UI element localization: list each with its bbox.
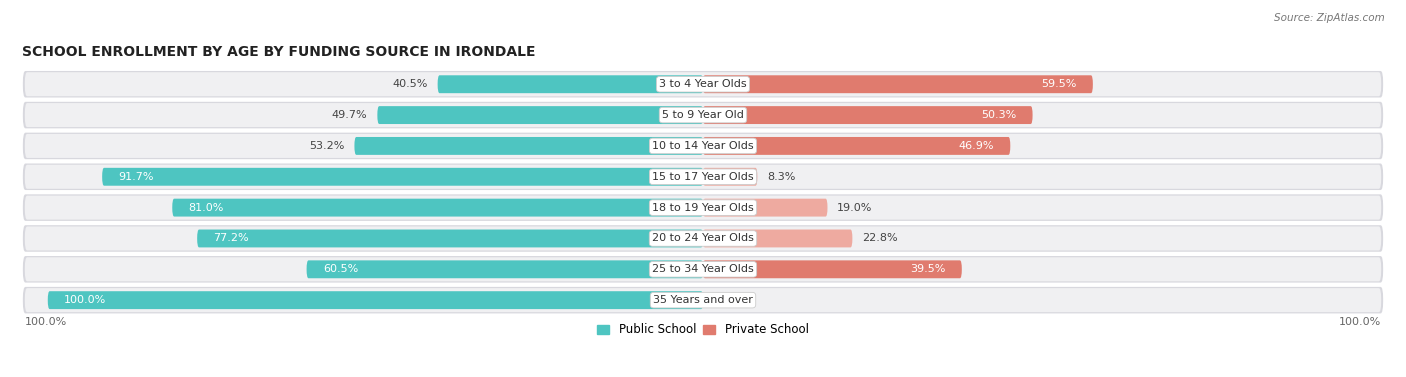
- Text: 19.0%: 19.0%: [838, 202, 873, 213]
- FancyBboxPatch shape: [25, 134, 1381, 158]
- Text: 49.7%: 49.7%: [332, 110, 367, 120]
- Text: 35 Years and over: 35 Years and over: [652, 295, 754, 305]
- Text: 81.0%: 81.0%: [188, 202, 224, 213]
- Text: 18 to 19 Year Olds: 18 to 19 Year Olds: [652, 202, 754, 213]
- Text: 91.7%: 91.7%: [118, 172, 155, 182]
- FancyBboxPatch shape: [703, 168, 758, 186]
- Text: 40.5%: 40.5%: [392, 79, 427, 89]
- Text: 77.2%: 77.2%: [214, 233, 249, 244]
- Text: SCHOOL ENROLLMENT BY AGE BY FUNDING SOURCE IN IRONDALE: SCHOOL ENROLLMENT BY AGE BY FUNDING SOUR…: [22, 45, 536, 59]
- Text: 5 to 9 Year Old: 5 to 9 Year Old: [662, 110, 744, 120]
- FancyBboxPatch shape: [22, 195, 1384, 221]
- FancyBboxPatch shape: [703, 261, 962, 278]
- FancyBboxPatch shape: [48, 291, 703, 309]
- FancyBboxPatch shape: [377, 106, 703, 124]
- FancyBboxPatch shape: [22, 102, 1384, 128]
- FancyBboxPatch shape: [25, 165, 1381, 189]
- Text: 59.5%: 59.5%: [1040, 79, 1077, 89]
- Text: 3 to 4 Year Olds: 3 to 4 Year Olds: [659, 79, 747, 89]
- FancyBboxPatch shape: [22, 225, 1384, 252]
- FancyBboxPatch shape: [25, 227, 1381, 250]
- FancyBboxPatch shape: [25, 72, 1381, 96]
- FancyBboxPatch shape: [703, 230, 852, 247]
- FancyBboxPatch shape: [703, 199, 828, 216]
- FancyBboxPatch shape: [22, 287, 1384, 313]
- FancyBboxPatch shape: [25, 103, 1381, 127]
- Text: 10 to 14 Year Olds: 10 to 14 Year Olds: [652, 141, 754, 151]
- FancyBboxPatch shape: [25, 196, 1381, 220]
- Text: 15 to 17 Year Olds: 15 to 17 Year Olds: [652, 172, 754, 182]
- FancyBboxPatch shape: [103, 168, 703, 186]
- Text: 46.9%: 46.9%: [959, 141, 994, 151]
- FancyBboxPatch shape: [307, 261, 703, 278]
- Text: 60.5%: 60.5%: [323, 264, 359, 274]
- FancyBboxPatch shape: [703, 106, 1032, 124]
- FancyBboxPatch shape: [22, 164, 1384, 190]
- FancyBboxPatch shape: [173, 199, 703, 216]
- Text: Source: ZipAtlas.com: Source: ZipAtlas.com: [1274, 13, 1385, 23]
- FancyBboxPatch shape: [703, 137, 1011, 155]
- FancyBboxPatch shape: [437, 75, 703, 93]
- FancyBboxPatch shape: [197, 230, 703, 247]
- Legend: Public School, Private School: Public School, Private School: [595, 321, 811, 339]
- Text: 100.0%: 100.0%: [65, 295, 107, 305]
- Text: 20 to 24 Year Olds: 20 to 24 Year Olds: [652, 233, 754, 244]
- FancyBboxPatch shape: [25, 257, 1381, 281]
- FancyBboxPatch shape: [354, 137, 703, 155]
- Text: 50.3%: 50.3%: [981, 110, 1017, 120]
- Text: 25 to 34 Year Olds: 25 to 34 Year Olds: [652, 264, 754, 274]
- Text: 39.5%: 39.5%: [910, 264, 945, 274]
- FancyBboxPatch shape: [703, 75, 1092, 93]
- Text: 8.3%: 8.3%: [768, 172, 796, 182]
- FancyBboxPatch shape: [22, 71, 1384, 98]
- FancyBboxPatch shape: [25, 288, 1381, 312]
- FancyBboxPatch shape: [22, 133, 1384, 159]
- Text: 0.0%: 0.0%: [713, 295, 741, 305]
- Text: 100.0%: 100.0%: [25, 317, 67, 328]
- FancyBboxPatch shape: [22, 256, 1384, 283]
- Text: 53.2%: 53.2%: [309, 141, 344, 151]
- Text: 100.0%: 100.0%: [1339, 317, 1381, 328]
- Text: 22.8%: 22.8%: [862, 233, 898, 244]
